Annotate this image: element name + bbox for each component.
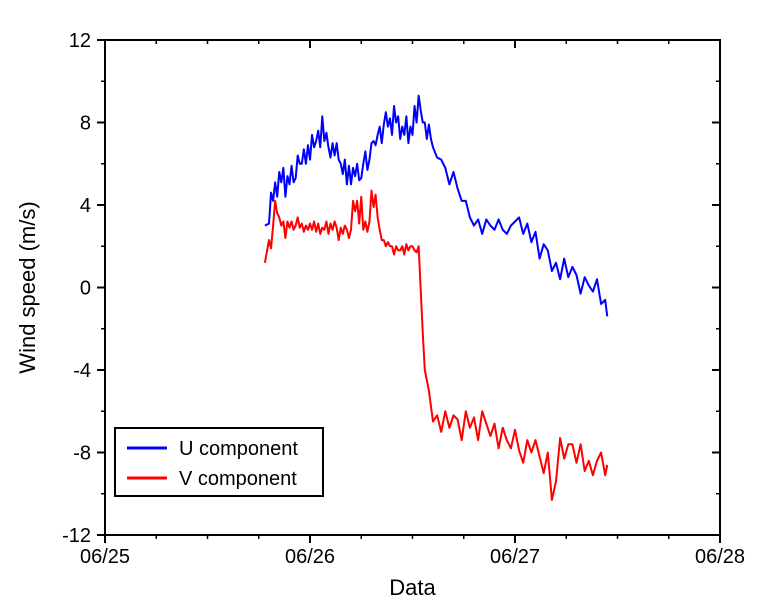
y-tick-label: 12 (69, 30, 91, 52)
legend-label: U component (179, 438, 298, 460)
y-tick-label: -12 (62, 525, 91, 547)
y-tick-label: 8 (80, 113, 91, 135)
chart-svg: -12 -8 -4 0 4 8 12 06/25 06/26 06/27 06/28 Data Wind… (0, 0, 759, 609)
legend-label: V component (179, 468, 297, 490)
y-tick-label: 4 (80, 195, 91, 217)
x-axis-label: Data (389, 575, 436, 600)
y-tick-label: -8 (73, 443, 91, 465)
x-tick-label: 06/26 (285, 546, 335, 568)
wind-speed-chart: -12 -8 -4 0 4 8 12 06/25 06/26 06/27 06/28 Data Wind… (0, 0, 759, 609)
y-tick-label: 0 (80, 278, 91, 300)
y-tick-label: -4 (73, 360, 91, 382)
y-axis-label: Wind speed (m/s) (15, 201, 40, 373)
x-tick-label: 06/27 (490, 546, 540, 568)
x-tick-label: 06/28 (695, 546, 745, 568)
x-tick-label: 06/25 (80, 546, 130, 568)
